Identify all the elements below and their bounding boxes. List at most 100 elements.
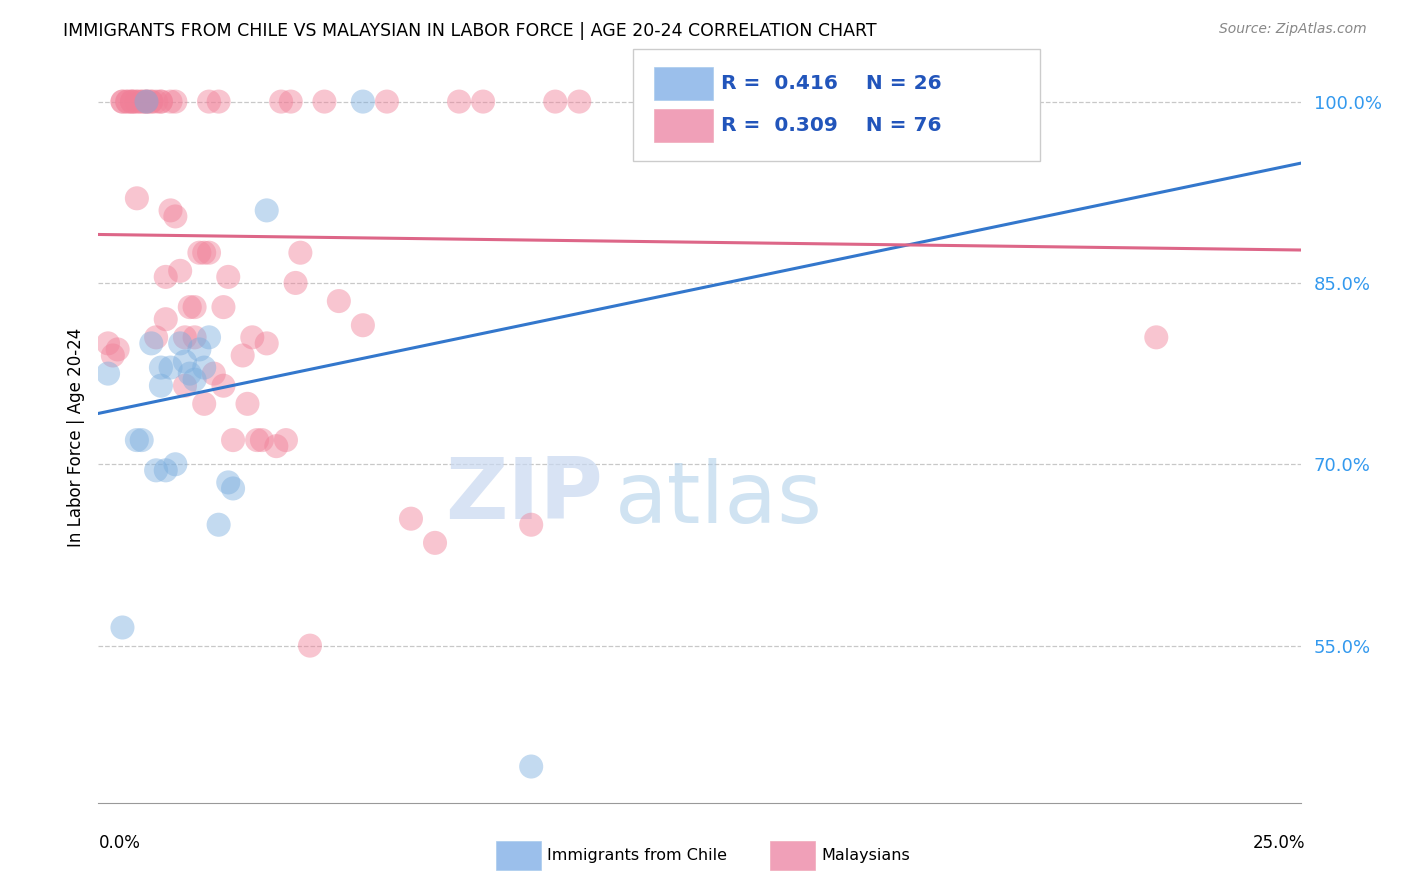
- Point: [212, 300, 235, 314]
- Point: [141, 95, 163, 109]
- Point: [193, 360, 215, 375]
- Point: [159, 360, 181, 375]
- Point: [174, 378, 197, 392]
- Text: atlas: atlas: [616, 458, 824, 541]
- Point: [97, 367, 120, 381]
- Point: [135, 95, 157, 109]
- Point: [165, 457, 187, 471]
- Point: [145, 330, 167, 344]
- Point: [352, 318, 374, 333]
- Point: [135, 95, 157, 109]
- Point: [125, 433, 148, 447]
- Point: [198, 245, 221, 260]
- Point: [298, 639, 321, 653]
- Point: [121, 95, 143, 109]
- Point: [423, 536, 446, 550]
- Point: [222, 482, 245, 496]
- Point: [159, 203, 181, 218]
- Point: [174, 330, 197, 344]
- Point: [179, 300, 201, 314]
- Point: [246, 433, 269, 447]
- Point: [141, 95, 163, 109]
- Point: [125, 95, 148, 109]
- Point: [111, 95, 134, 109]
- Point: [290, 245, 312, 260]
- Point: [256, 203, 278, 218]
- Point: [953, 95, 976, 109]
- Point: [121, 95, 143, 109]
- Point: [217, 269, 239, 284]
- Point: [131, 95, 153, 109]
- Point: [240, 330, 263, 344]
- Point: [856, 95, 879, 109]
- Point: [155, 269, 177, 284]
- Text: R =  0.309    N = 76: R = 0.309 N = 76: [721, 116, 942, 136]
- Point: [117, 95, 139, 109]
- Point: [135, 95, 157, 109]
- Text: 25.0%: 25.0%: [1253, 834, 1305, 852]
- Point: [232, 349, 254, 363]
- Text: IMMIGRANTS FROM CHILE VS MALAYSIAN IN LABOR FORCE | AGE 20-24 CORRELATION CHART: IMMIGRANTS FROM CHILE VS MALAYSIAN IN LA…: [63, 22, 877, 40]
- Point: [149, 360, 172, 375]
- Point: [145, 95, 167, 109]
- Text: 0.0%: 0.0%: [98, 834, 141, 852]
- Point: [217, 475, 239, 490]
- Point: [179, 367, 201, 381]
- Point: [165, 95, 187, 109]
- Point: [169, 264, 191, 278]
- Point: [107, 343, 129, 357]
- Point: [174, 354, 197, 368]
- Text: Malaysians: Malaysians: [821, 848, 910, 863]
- Point: [155, 312, 177, 326]
- Point: [111, 95, 134, 109]
- Point: [256, 336, 278, 351]
- Text: R =  0.416    N = 26: R = 0.416 N = 26: [721, 74, 942, 94]
- Point: [274, 433, 297, 447]
- Point: [447, 95, 470, 109]
- Point: [183, 330, 205, 344]
- Point: [328, 294, 350, 309]
- Point: [314, 95, 336, 109]
- Point: [399, 511, 422, 525]
- Point: [1144, 330, 1167, 344]
- Point: [101, 349, 124, 363]
- Point: [155, 463, 177, 477]
- Point: [280, 95, 302, 109]
- Point: [193, 397, 215, 411]
- Point: [222, 433, 245, 447]
- Point: [188, 343, 211, 357]
- Point: [212, 378, 235, 392]
- Point: [183, 300, 205, 314]
- Text: Immigrants from Chile: Immigrants from Chile: [547, 848, 727, 863]
- Point: [188, 245, 211, 260]
- Point: [953, 95, 976, 109]
- Point: [125, 95, 148, 109]
- Point: [169, 336, 191, 351]
- Point: [121, 95, 143, 109]
- Point: [520, 759, 543, 773]
- Point: [198, 95, 221, 109]
- Point: [375, 95, 398, 109]
- Point: [544, 95, 567, 109]
- Point: [131, 95, 153, 109]
- Point: [117, 95, 139, 109]
- Point: [125, 191, 148, 205]
- Point: [149, 95, 172, 109]
- Point: [135, 95, 157, 109]
- Point: [149, 95, 172, 109]
- Point: [208, 95, 231, 109]
- Y-axis label: In Labor Force | Age 20-24: In Labor Force | Age 20-24: [66, 327, 84, 547]
- Point: [250, 433, 273, 447]
- Point: [159, 95, 181, 109]
- Point: [141, 336, 163, 351]
- Point: [198, 330, 221, 344]
- Point: [208, 517, 231, 532]
- Text: ZIP: ZIP: [446, 454, 603, 537]
- Point: [149, 378, 172, 392]
- Point: [520, 517, 543, 532]
- Point: [284, 276, 307, 290]
- Point: [145, 463, 167, 477]
- Point: [131, 433, 153, 447]
- Point: [472, 95, 495, 109]
- Point: [183, 373, 205, 387]
